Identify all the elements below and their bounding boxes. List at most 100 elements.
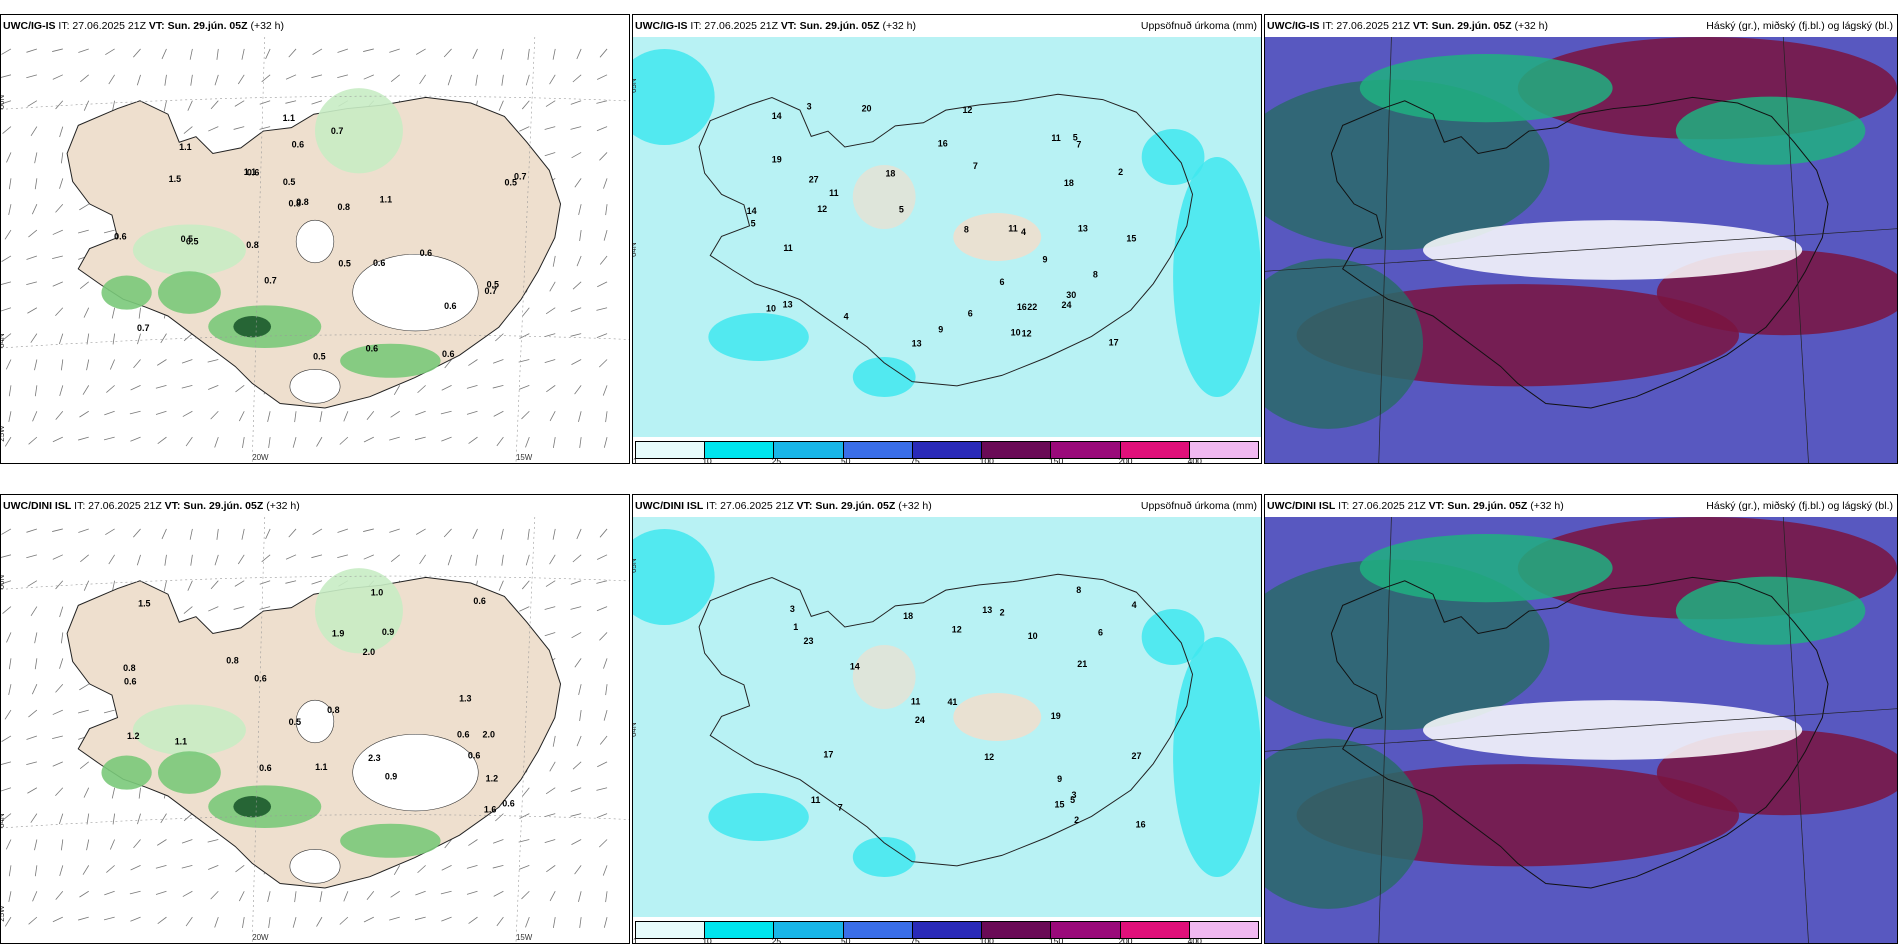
wind-barb xyxy=(492,864,504,869)
wind-map[interactable]: 0.6 0.6 0.5 0.8 0.9 1.1 1.0 0.9 0.8 0.6 1.6 1.9 0.8 2… xyxy=(1,517,629,943)
colorbar-tick-label: 400 xyxy=(1187,936,1202,944)
wind-barb xyxy=(493,410,504,417)
precip-value-label: 0.7 xyxy=(137,323,149,333)
wind-barb xyxy=(267,411,271,422)
wind-barb xyxy=(415,410,426,416)
colorbar-swatch xyxy=(912,922,983,938)
wind-barb xyxy=(104,410,115,416)
glacier-langjokull xyxy=(295,699,335,744)
graticule xyxy=(1265,37,1897,463)
wind-barb xyxy=(183,813,193,822)
wind-barb xyxy=(389,48,400,53)
precip-value-label: 16 xyxy=(1136,819,1146,829)
lon-label-20w: 20W xyxy=(252,933,269,942)
wind-barb xyxy=(83,100,90,111)
precip-value-label: 1 xyxy=(793,622,798,632)
wind-map[interactable]: 0.7 0.7 0.5 0.7 0.8 0.6 0.5 0.8 0.7 0.5 0.6 0.5 0.7 0… xyxy=(1,37,629,463)
panel-cloud-igis: UWC/IG-IS IT: 27.06.2025 21Z VT: Sun. 29… xyxy=(1264,14,1898,464)
wind-barb xyxy=(109,359,116,370)
precip-value-label: 41 xyxy=(947,697,957,707)
colorbar-swatch xyxy=(1120,922,1190,938)
precip-value-label: 0.5 xyxy=(181,234,193,244)
wind-barb xyxy=(475,74,478,86)
wind-barb xyxy=(440,410,452,415)
iceland-coastline xyxy=(698,93,1194,387)
precip-value-label: 11 xyxy=(1008,223,1017,233)
precip-value-label: 16 xyxy=(1017,302,1027,312)
cloud-area xyxy=(1359,534,1613,603)
wind-barb xyxy=(108,554,115,565)
colorbar-tick-label: 150 xyxy=(1049,936,1064,944)
wind-barb xyxy=(34,632,38,644)
wind-barb xyxy=(190,554,193,566)
wind-barb xyxy=(78,436,89,441)
wind-barb xyxy=(78,229,89,234)
panel-cloud-dini: UWC/DINI ISL IT: 27.06.2025 21Z VT: Sun.… xyxy=(1264,494,1898,944)
precip-value-label: 0.8 xyxy=(327,705,339,715)
precip-value-label: 1.5 xyxy=(138,599,150,609)
precip-value-label: 8 xyxy=(1093,270,1098,280)
colorbar-swatch xyxy=(1051,442,1121,458)
wind-barb xyxy=(1,100,12,105)
wind-barb xyxy=(155,384,167,389)
precip-value-label: 1.2 xyxy=(486,773,498,783)
wind-barb xyxy=(52,528,63,532)
wind-barb xyxy=(234,100,245,107)
wind-barb xyxy=(311,580,323,585)
wind-barb xyxy=(549,554,556,565)
wind-barb xyxy=(319,891,323,903)
wind-barb xyxy=(4,916,12,927)
wind-barb xyxy=(2,333,12,341)
wind-barb xyxy=(599,735,608,745)
wind-barb xyxy=(52,229,63,235)
wind-barb xyxy=(552,48,556,60)
wind-barb xyxy=(185,436,193,447)
lat-line-66 xyxy=(1,95,629,110)
panel-title-right: Háský (gr.), miðský (fj.bl.) og lágský (… xyxy=(1706,20,1893,32)
wind-barb xyxy=(1,761,12,765)
wind-barb xyxy=(78,48,89,53)
wind-barb xyxy=(527,48,530,60)
wind-barb xyxy=(605,684,608,696)
lat-line xyxy=(1265,708,1897,752)
wind-barb xyxy=(129,890,141,895)
cloud-map[interactable] xyxy=(1265,517,1897,943)
cloud-map[interactable] xyxy=(1265,37,1897,463)
precip-value-label: 13 xyxy=(1078,223,1088,233)
precip-value-label: 1.1 xyxy=(315,762,327,772)
lon-label-15w: 15W xyxy=(516,453,533,462)
wind-barb xyxy=(544,813,556,818)
wind-barb xyxy=(233,606,245,610)
precip-value-label: 6 xyxy=(1000,277,1005,287)
panel-header: UWC/IG-IS IT: 27.06.2025 21Z VT: Sun. 29… xyxy=(1,15,629,37)
wind-barb xyxy=(237,554,245,565)
wind-barb xyxy=(52,281,63,287)
precip-value-label: 12 xyxy=(984,752,994,762)
precip-value-label: 5 xyxy=(899,204,904,214)
wind-barb xyxy=(163,580,167,592)
precip-value-label: 3 xyxy=(807,102,812,112)
precip-value-label: 0.6 xyxy=(457,730,469,740)
wind-barb xyxy=(83,787,90,798)
precip-value-label: 5 xyxy=(1073,132,1078,142)
precip-map[interactable]: 3 1 2 6 8 7 5 4 9 10 12 11 13 15 18 21 19 14 17 16 24 27 23 41 3… xyxy=(633,517,1261,917)
wind-barb xyxy=(208,606,219,612)
precip-patches xyxy=(101,568,441,858)
wind-barb xyxy=(111,787,116,799)
wind-barb xyxy=(549,891,556,902)
wind-barb xyxy=(525,436,530,448)
precip-value-label: 15 xyxy=(1055,800,1065,810)
colorbar-tick-label: 100 xyxy=(979,936,994,944)
wind-barb xyxy=(34,359,38,371)
wind-barb xyxy=(164,74,167,86)
wind-barb xyxy=(111,307,116,319)
wind-barb xyxy=(492,839,504,844)
wind-barb xyxy=(137,333,141,345)
wind-barb xyxy=(468,436,478,444)
wind-barb xyxy=(259,100,271,105)
wind-barb xyxy=(549,411,556,422)
wind-barb xyxy=(572,761,582,770)
graticule xyxy=(1,37,629,463)
precip-map[interactable]: 5 9 10 7 8 11 12 4 6 7 5 8 11 13 14 10 9 11 12 15 16 18 20 14 17… xyxy=(633,37,1261,437)
glacier-vatnajokull xyxy=(352,733,479,812)
